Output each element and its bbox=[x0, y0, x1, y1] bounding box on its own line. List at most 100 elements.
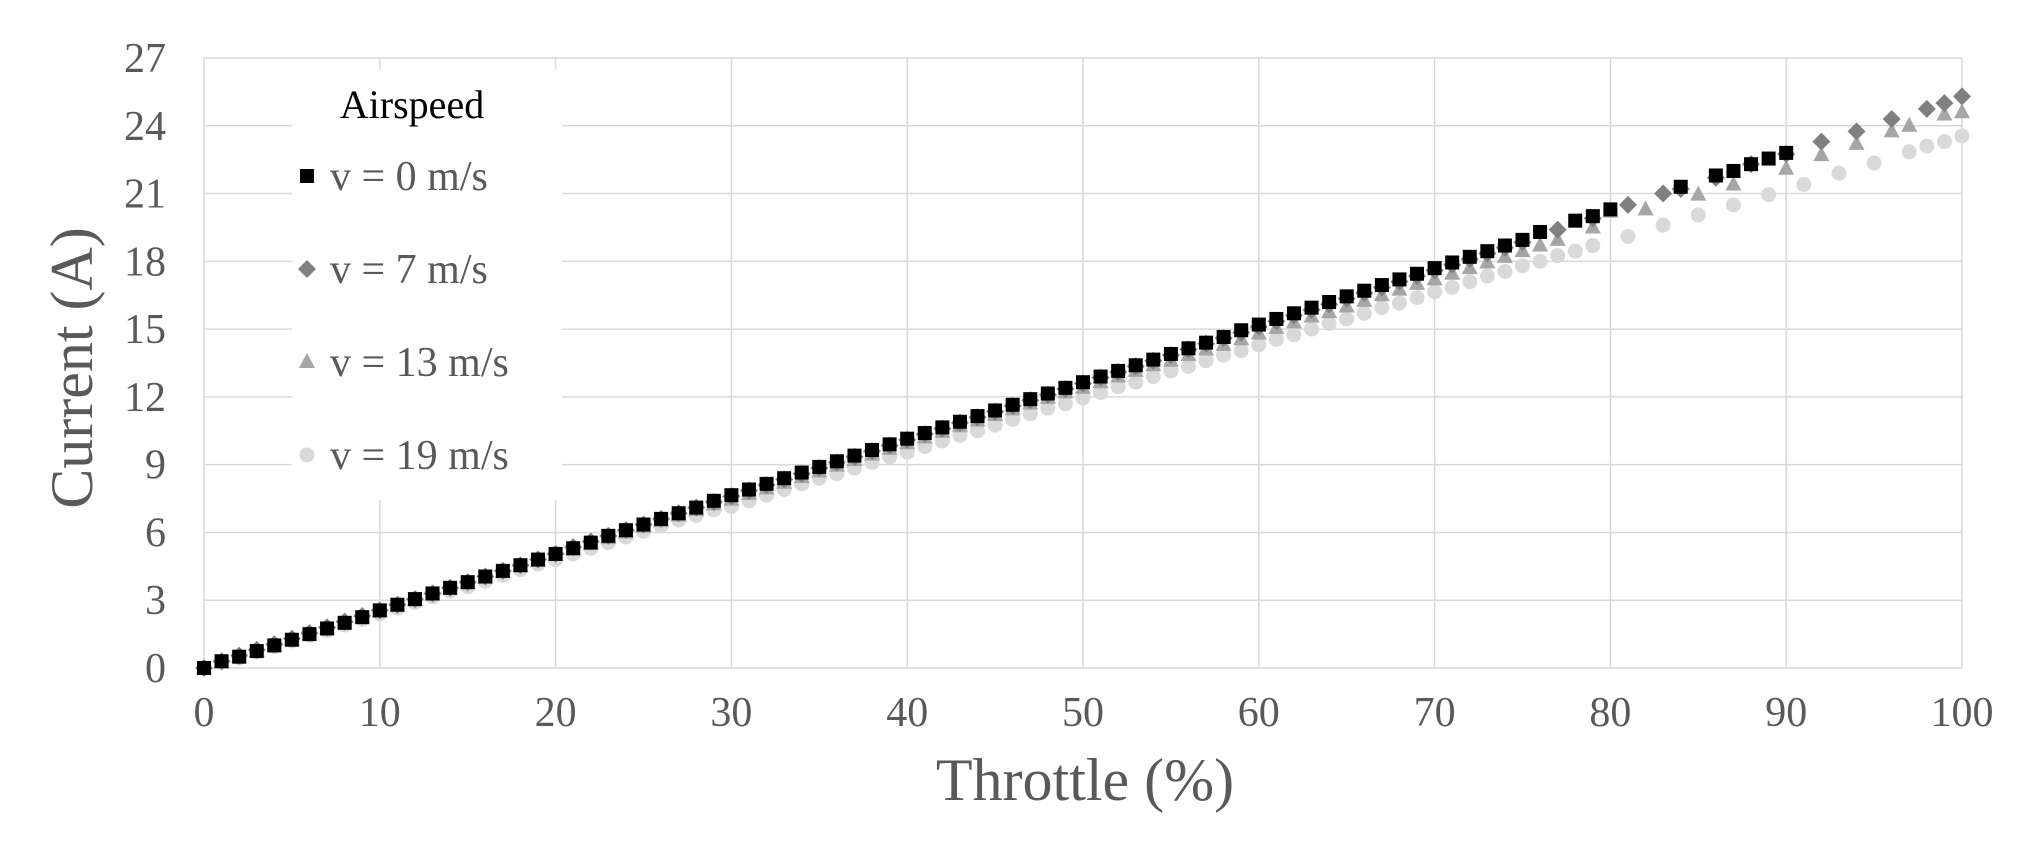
data-point bbox=[1954, 103, 1970, 119]
data-point bbox=[232, 649, 247, 664]
data-point bbox=[1532, 253, 1548, 269]
data-point bbox=[1831, 165, 1847, 181]
legend-label: v = 0 m/s bbox=[330, 154, 488, 200]
data-point bbox=[1497, 238, 1512, 253]
x-tick-label: 0 bbox=[194, 690, 215, 736]
data-point bbox=[1445, 255, 1460, 270]
data-point bbox=[355, 610, 370, 625]
data-point bbox=[1216, 330, 1231, 345]
data-point bbox=[1233, 343, 1249, 359]
data-point bbox=[1427, 284, 1443, 300]
data-point bbox=[1357, 283, 1372, 298]
data-point bbox=[829, 454, 844, 469]
data-point bbox=[425, 586, 440, 601]
y-axis-title: Current (A) bbox=[39, 227, 105, 509]
data-point bbox=[601, 528, 616, 543]
data-point bbox=[1163, 363, 1179, 379]
legend-label: v = 13 m/s bbox=[330, 340, 509, 386]
data-point bbox=[1005, 397, 1020, 412]
data-point bbox=[1058, 380, 1073, 395]
legend-title: Airspeed bbox=[340, 82, 484, 127]
legend-item: v = 13 m/s bbox=[299, 340, 509, 386]
data-point bbox=[1618, 195, 1637, 214]
x-tick-label: 30 bbox=[710, 690, 752, 736]
data-point bbox=[1761, 151, 1776, 166]
x-tick-label: 20 bbox=[535, 690, 577, 736]
data-point bbox=[1778, 159, 1795, 175]
data-point bbox=[917, 426, 932, 441]
legend-background bbox=[292, 70, 562, 500]
data-point bbox=[1479, 268, 1495, 284]
data-point bbox=[1199, 335, 1214, 350]
x-tick-label: 10 bbox=[359, 690, 401, 736]
data-point bbox=[865, 442, 880, 457]
y-tick-label: 27 bbox=[124, 36, 166, 82]
data-point bbox=[1620, 228, 1636, 244]
data-point bbox=[197, 661, 211, 675]
data-point bbox=[1655, 217, 1671, 233]
legend-label: v = 7 m/s bbox=[330, 247, 488, 293]
data-point bbox=[1234, 323, 1249, 338]
y-tick-label: 12 bbox=[124, 375, 166, 421]
data-point bbox=[935, 420, 950, 435]
data-point bbox=[1480, 244, 1495, 259]
data-point bbox=[970, 409, 985, 424]
legend-marker bbox=[300, 169, 314, 183]
data-point bbox=[1374, 300, 1390, 316]
x-tick-label: 60 bbox=[1238, 690, 1280, 736]
data-point bbox=[1040, 400, 1056, 416]
data-point bbox=[1796, 177, 1812, 193]
data-point bbox=[1882, 110, 1901, 128]
data-point bbox=[1848, 134, 1865, 150]
legend-marker bbox=[298, 260, 316, 278]
data-point bbox=[1532, 236, 1549, 252]
data-point bbox=[1110, 379, 1126, 395]
data-point bbox=[1409, 289, 1425, 305]
y-tick-label: 9 bbox=[145, 443, 166, 489]
tick-labels: 0 10 20 30 40 50 60 70 80 90 100 0 3 6 9 12 15 18 21 24 27 bbox=[124, 36, 1994, 736]
legend-label: v = 19 m/s bbox=[330, 433, 509, 479]
legend-marker bbox=[299, 447, 315, 463]
data-point bbox=[495, 563, 510, 578]
data-point bbox=[1322, 295, 1337, 309]
data-point bbox=[1251, 317, 1266, 332]
data-point bbox=[1005, 411, 1021, 427]
data-point bbox=[1901, 144, 1917, 160]
data-point bbox=[1585, 209, 1600, 224]
data-point bbox=[1128, 358, 1143, 373]
data-point bbox=[1444, 279, 1460, 295]
data-point bbox=[1321, 315, 1337, 331]
data-point bbox=[513, 558, 528, 573]
data-point bbox=[1111, 363, 1126, 378]
data-point bbox=[1374, 278, 1389, 293]
data-point bbox=[794, 465, 809, 480]
data-point bbox=[1391, 295, 1407, 311]
data-point bbox=[812, 459, 827, 474]
legend-marker bbox=[299, 353, 315, 368]
data-point bbox=[1550, 248, 1566, 264]
legend-item: v = 7 m/s bbox=[298, 247, 488, 293]
data-point bbox=[460, 575, 475, 590]
data-point bbox=[1568, 213, 1583, 228]
data-point bbox=[1163, 346, 1178, 361]
data-point bbox=[689, 500, 704, 515]
x-tick-label: 50 bbox=[1062, 690, 1104, 736]
data-point bbox=[1462, 249, 1477, 264]
data-point bbox=[1339, 289, 1354, 304]
data-point bbox=[302, 627, 317, 642]
data-point bbox=[1673, 179, 1688, 194]
y-tick-label: 6 bbox=[145, 510, 166, 556]
data-point bbox=[407, 592, 422, 607]
y-tick-label: 15 bbox=[124, 307, 166, 353]
data-point bbox=[636, 517, 651, 532]
data-point bbox=[1057, 396, 1073, 412]
data-point bbox=[1548, 220, 1567, 239]
data-point bbox=[478, 569, 493, 584]
data-point bbox=[1304, 321, 1320, 337]
legend-item: v = 19 m/s bbox=[299, 433, 509, 479]
data-point bbox=[741, 482, 756, 497]
x-tick-label: 70 bbox=[1414, 690, 1456, 736]
data-point bbox=[1180, 358, 1196, 374]
data-point bbox=[1076, 375, 1090, 390]
x-tick-label: 40 bbox=[886, 690, 928, 736]
